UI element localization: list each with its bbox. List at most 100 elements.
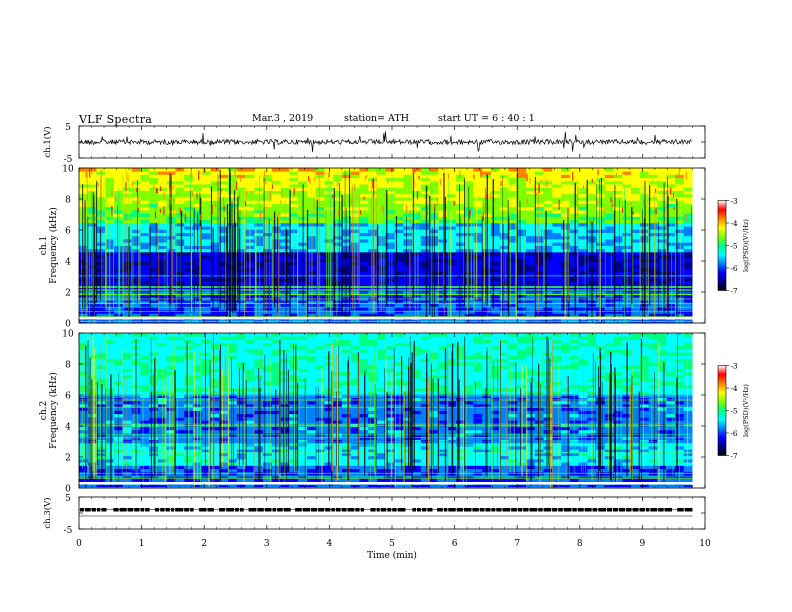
spectrogram-cell	[219, 303, 229, 308]
spectrogram-cell	[359, 213, 369, 217]
spectrogram-cell	[149, 258, 159, 262]
spectrogram-cell	[263, 306, 273, 311]
spectrogram-cell	[175, 290, 185, 295]
spectrogram-cell	[166, 484, 176, 489]
spectrogram-cell	[499, 449, 509, 453]
spectrogram-cell	[341, 462, 352, 466]
spectrogram-cell	[420, 200, 430, 204]
spectrogram-cell	[140, 478, 150, 482]
spectrogram-cell	[534, 213, 544, 217]
spectrogram-cell	[482, 475, 492, 479]
spectrogram-cell	[587, 190, 597, 195]
spectrogram-cell	[315, 465, 325, 469]
spectrogram-cell	[675, 206, 685, 211]
spectrogram-cell	[666, 174, 676, 179]
spectrogram-cell	[201, 242, 211, 246]
spectrogram-cell	[578, 446, 588, 450]
spectrogram-cell	[105, 429, 115, 434]
spectrogram-cell	[359, 245, 369, 250]
spectrogram-cell	[236, 258, 246, 262]
spectrogram-cell	[140, 239, 150, 243]
spectrogram-cell	[105, 446, 115, 450]
spectrogram-cell	[271, 190, 281, 195]
spectrogram-cell	[657, 180, 667, 185]
spectrogram-cell	[298, 452, 308, 457]
spectrogram-cell	[236, 206, 246, 211]
spectrogram-cell	[464, 293, 474, 298]
spectrogram-cell	[289, 177, 299, 182]
spectrogram-hotspot	[364, 176, 366, 181]
spectrogram-cell	[131, 203, 141, 208]
spectrogram-cell	[236, 177, 246, 182]
spectrogram-cell	[613, 261, 623, 266]
spectrogram-cell	[315, 446, 325, 450]
spectrogram-cell	[105, 475, 115, 479]
spectrogram-cell	[140, 177, 150, 182]
spectrogram-cell	[263, 248, 273, 253]
spectrogram-cell	[604, 475, 614, 479]
spectrogram-cell	[508, 171, 518, 175]
spectrogram-cell	[385, 306, 395, 311]
spectrogram-cell	[280, 439, 290, 444]
spectrogram-cell	[131, 245, 141, 250]
spectrogram-cell	[298, 446, 308, 450]
spectrogram-cell	[79, 216, 89, 220]
spectrogram-cell	[613, 484, 623, 489]
spectrogram-cell	[438, 462, 448, 466]
spectrogram-cell	[526, 226, 536, 230]
spectrogram-cell	[166, 462, 176, 466]
spectrogram-cell	[534, 174, 544, 179]
spectrogram-cell	[517, 478, 527, 482]
spectrogram-cell	[149, 193, 159, 198]
spectrogram	[78, 333, 705, 489]
spectrogram-cell	[359, 177, 369, 182]
spectrogram-cell	[131, 303, 141, 308]
spectrogram-cell	[87, 306, 97, 311]
spectrogram-cell	[482, 465, 492, 469]
spectrogram-cell	[140, 264, 150, 269]
spectrogram-cell	[254, 177, 264, 182]
spectrogram-cell	[385, 187, 395, 191]
spectrogram-cell	[666, 210, 676, 214]
spectrogram-cell	[499, 478, 509, 482]
spectrogram-hotspot	[332, 195, 334, 198]
spectrogram-cell	[499, 458, 509, 463]
spectrogram-cell	[236, 449, 246, 453]
spectrogram-cell	[499, 293, 509, 298]
spectrogram-cell	[675, 226, 685, 230]
spectrogram-cell	[438, 449, 448, 453]
spectrogram-cell	[131, 261, 141, 266]
spectrogram-cell	[219, 287, 229, 292]
spectrogram-cell	[578, 281, 588, 285]
spectrogram-cell	[341, 180, 352, 185]
spectrogram-hotspot	[127, 174, 129, 181]
spectrogram-cell	[604, 458, 614, 463]
spectrogram-cell	[473, 229, 483, 233]
spectrogram-cell	[149, 197, 159, 201]
spectrogram-cell	[149, 171, 159, 175]
spectrogram-cell	[631, 222, 641, 227]
spectrogram-cell	[298, 168, 308, 172]
spectrogram-cell	[631, 455, 641, 460]
spectrogram-cell	[79, 306, 89, 311]
spectrogram-cell	[245, 187, 255, 191]
spectrogram-cell	[508, 203, 518, 208]
spectrogram-cell	[464, 252, 474, 256]
spectrogram-cell	[149, 277, 159, 282]
spectrogram-cell	[149, 248, 159, 253]
spectrogram-cell	[385, 239, 395, 243]
spectrogram-cell	[517, 242, 527, 246]
spectrogram-cell	[96, 313, 106, 317]
spectrogram-cell	[210, 471, 220, 476]
spectrogram-cell	[79, 471, 89, 476]
spectrogram-hotspot	[100, 169, 102, 177]
spectrogram-cell	[394, 258, 404, 262]
spectrogram-cell	[192, 313, 203, 317]
spectrogram-cell	[192, 206, 203, 211]
spectrogram-cell	[534, 300, 544, 304]
spectrogram-cell	[666, 239, 676, 243]
spectrogram-cell	[420, 293, 430, 298]
spectrogram-hotspot	[611, 204, 613, 207]
spectrogram-hotspot	[221, 188, 223, 193]
spectrogram-cell	[210, 449, 220, 453]
